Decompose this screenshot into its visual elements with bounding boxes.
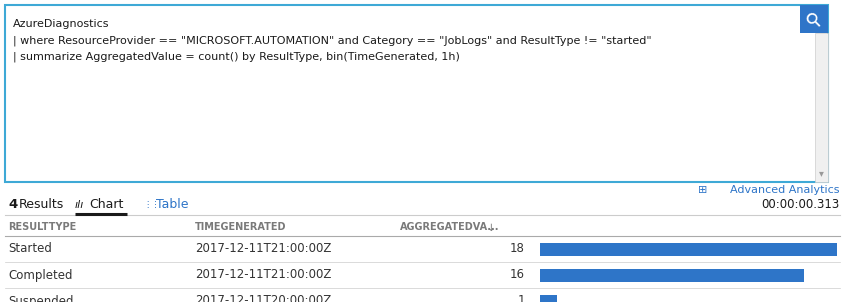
Text: Advanced Analytics: Advanced Analytics <box>730 185 840 195</box>
Text: 2017-12-11T20:00:00Z: 2017-12-11T20:00:00Z <box>195 294 332 302</box>
Text: ⊞: ⊞ <box>698 185 707 195</box>
Text: Completed: Completed <box>8 268 73 281</box>
Bar <box>800 5 828 33</box>
Text: TIMEGENERATED: TIMEGENERATED <box>195 222 287 232</box>
Bar <box>815 33 828 182</box>
Text: 2017-12-11T21:00:00Z: 2017-12-11T21:00:00Z <box>195 243 332 255</box>
Text: AGGREGATEDVA...: AGGREGATEDVA... <box>400 222 499 232</box>
Text: | where ResourceProvider == "MICROSOFT.AUTOMATION" and Category == "JobLogs" and: | where ResourceProvider == "MICROSOFT.A… <box>13 35 651 46</box>
Text: ⋮⋮⋮: ⋮⋮⋮ <box>143 201 168 210</box>
Text: 16: 16 <box>510 268 525 281</box>
Text: 4: 4 <box>8 198 17 211</box>
Bar <box>540 243 837 255</box>
Text: ▾: ▾ <box>819 168 824 178</box>
Bar <box>540 268 804 281</box>
Text: Table: Table <box>156 198 189 211</box>
Text: | summarize AggregatedValue = count() by ResultType, bin(TimeGenerated, 1h): | summarize AggregatedValue = count() by… <box>13 51 460 62</box>
Bar <box>540 294 557 302</box>
Text: 2017-12-11T21:00:00Z: 2017-12-11T21:00:00Z <box>195 268 332 281</box>
Text: RESULTTYPE: RESULTTYPE <box>8 222 76 232</box>
Text: ılı: ılı <box>75 200 85 210</box>
Text: AzureDiagnostics: AzureDiagnostics <box>13 19 109 29</box>
Bar <box>5 5 828 182</box>
Text: ↓: ↓ <box>487 223 496 233</box>
Text: 00:00:00.313: 00:00:00.313 <box>761 198 840 211</box>
Text: 1: 1 <box>518 294 525 302</box>
Text: Chart: Chart <box>89 198 124 211</box>
Text: Started: Started <box>8 243 52 255</box>
Text: ⚲: ⚲ <box>802 7 826 31</box>
Text: 18: 18 <box>510 243 525 255</box>
Text: Suspended: Suspended <box>8 294 74 302</box>
Text: Results: Results <box>19 198 64 211</box>
